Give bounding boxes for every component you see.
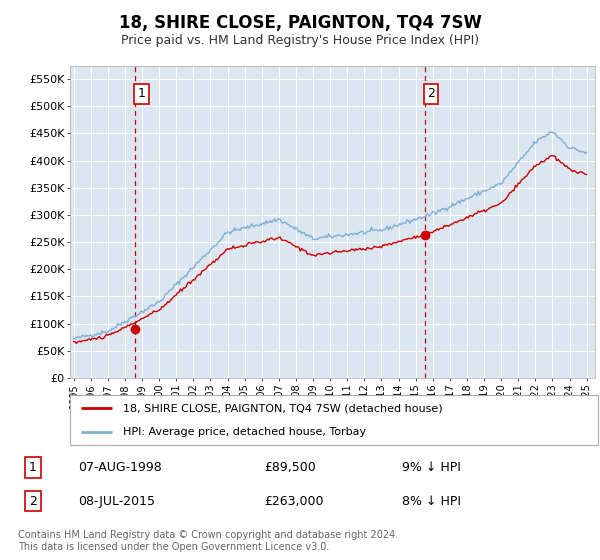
Text: £263,000: £263,000	[264, 494, 323, 508]
Text: Contains HM Land Registry data © Crown copyright and database right 2024.
This d: Contains HM Land Registry data © Crown c…	[18, 530, 398, 552]
Text: 07-AUG-1998: 07-AUG-1998	[78, 461, 162, 474]
Text: 8% ↓ HPI: 8% ↓ HPI	[402, 494, 461, 508]
Text: 9% ↓ HPI: 9% ↓ HPI	[402, 461, 461, 474]
Text: £89,500: £89,500	[264, 461, 316, 474]
Text: HPI: Average price, detached house, Torbay: HPI: Average price, detached house, Torb…	[123, 427, 366, 437]
Text: 18, SHIRE CLOSE, PAIGNTON, TQ4 7SW: 18, SHIRE CLOSE, PAIGNTON, TQ4 7SW	[119, 14, 481, 32]
Text: 08-JUL-2015: 08-JUL-2015	[78, 494, 155, 508]
Text: 1: 1	[137, 87, 145, 100]
Text: 1: 1	[29, 461, 37, 474]
Text: Price paid vs. HM Land Registry's House Price Index (HPI): Price paid vs. HM Land Registry's House …	[121, 34, 479, 46]
Text: 2: 2	[29, 494, 37, 508]
Text: 2: 2	[427, 87, 435, 100]
Text: 18, SHIRE CLOSE, PAIGNTON, TQ4 7SW (detached house): 18, SHIRE CLOSE, PAIGNTON, TQ4 7SW (deta…	[123, 403, 443, 413]
FancyBboxPatch shape	[70, 395, 598, 445]
